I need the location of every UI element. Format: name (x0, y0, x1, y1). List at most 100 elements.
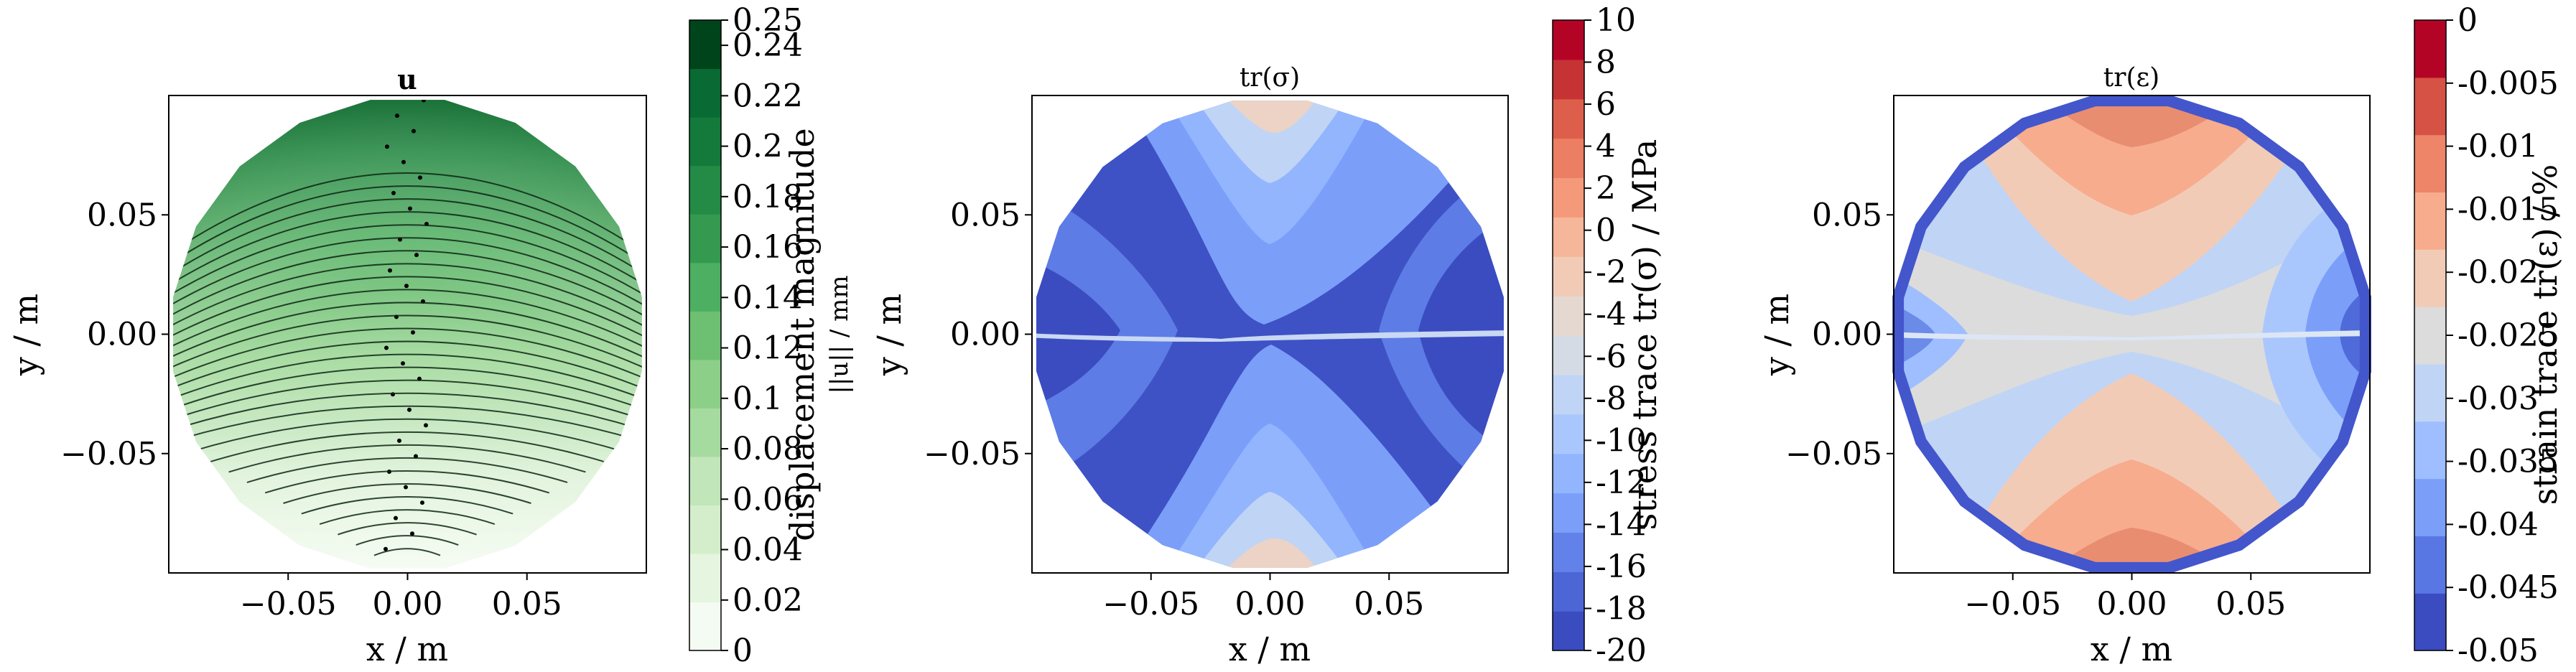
streamline-10 (192, 418, 623, 452)
y-tick-label-0: 0.05 (950, 197, 1020, 233)
streamline-29 (173, 172, 642, 254)
stress-field (1036, 101, 1504, 568)
colorbar-tick-label-0: -20 (1596, 633, 1647, 669)
y-tick-label-1: 0.00 (87, 317, 157, 353)
y-tick-label-0: 0.05 (87, 197, 157, 233)
colorbar-band-15 (1553, 20, 1584, 60)
y-tick-label-2: −0.05 (1785, 436, 1882, 472)
colorbar-band-5 (689, 359, 721, 409)
streamline-arrow-27 (411, 129, 416, 134)
colorbar-band-7 (1553, 335, 1584, 375)
colorbar-tick-label-4: -12 (1596, 465, 1647, 501)
streamline-arrow-7 (397, 438, 401, 443)
colorbar-band-6 (2414, 249, 2446, 307)
colorbar-band-5 (1553, 414, 1584, 454)
colorbar-tick-label-2: 0.04 (733, 532, 803, 569)
colorbar-band-10 (2414, 20, 2446, 78)
colorbar-tick-label-12: 4 (1596, 129, 1616, 165)
streamline-arrow-0 (383, 546, 388, 551)
colorbar-band-10 (1553, 217, 1584, 257)
colorbar-tick-label-1: -18 (1596, 590, 1647, 627)
streamline-15 (173, 353, 642, 400)
streamline-arrow-12 (401, 361, 405, 366)
streamline-arrow-6 (414, 454, 418, 459)
xlabel-u: x / m (366, 630, 448, 668)
colorbar-label-u-line2: ||u|| / mm (825, 275, 854, 393)
colorbar-label-stress: stress trace tr(σ) / MPa (1625, 139, 1664, 531)
streamline-17 (173, 327, 642, 379)
x-tick-label-2: 0.05 (2215, 586, 2286, 622)
streamline-12 (173, 392, 642, 431)
streamline-14 (173, 366, 642, 411)
streamline-22 (173, 263, 642, 327)
streamline-5 (283, 483, 531, 504)
colorbar-band-1 (2414, 536, 2446, 594)
streamline-arrow-9 (407, 407, 411, 412)
panel-displacement: u −0.05 0.00 0.05 0.05 0.00 −0.05 x / m y / m… (6, 2, 854, 669)
colorbar-tick-label-6: 0.12 (733, 330, 803, 367)
y-tick-label-1: 0.00 (950, 317, 1020, 353)
colorbar-band-10 (689, 117, 721, 167)
ylabel-stress: y / m (870, 294, 908, 376)
y-tick-label-0: 0.05 (1812, 197, 1882, 233)
streamline-18 (173, 314, 642, 369)
colorbar-band-3 (689, 456, 721, 505)
colorbar-band-14 (1553, 59, 1584, 100)
streamline-28 (173, 185, 642, 264)
streamline-arrow-14 (411, 330, 415, 335)
xlabel-stress: x / m (1229, 630, 1311, 668)
colorbar-tick-label-6: -8 (1596, 381, 1627, 417)
x-tick-label-1: 0.00 (373, 586, 443, 622)
panel-stress: tr(σ) −0.05 0.00 0.050.050.00−0.05 x / (870, 2, 1664, 669)
streamline-21 (173, 276, 642, 337)
streamline-20 (173, 289, 642, 348)
colorbar-tick-label-5: 0.1 (733, 381, 783, 417)
colorbar-tick-label-9: 0.18 (733, 179, 803, 215)
streamline-9 (210, 431, 604, 462)
streamline-1 (355, 535, 459, 546)
colorbar-band-12 (689, 20, 721, 70)
colorbar-tick-label-13: 0.25 (733, 2, 803, 39)
axes-u: −0.05 0.00 0.05 0.05 0.00 −0.05 (60, 197, 562, 622)
colorbar-tick-label-1: -0.045 (2458, 569, 2559, 606)
colorbar-band-7 (2414, 192, 2446, 250)
colorbar-band-9 (689, 165, 721, 215)
streamline-13 (173, 379, 642, 421)
streamline-24 (173, 237, 642, 306)
colorbar-tick-label-0: -0.05 (2458, 633, 2539, 669)
y-tick-label-1: 0.00 (1812, 317, 1882, 353)
x-tick-label-0: −0.05 (1102, 586, 1199, 622)
colorbar-band-13 (1553, 98, 1584, 139)
x-tick-label-0: −0.05 (240, 586, 337, 622)
colorbar-frame (1552, 19, 1585, 651)
streamline-26 (173, 211, 642, 285)
colorbar-tick-label-3: -0.035 (2458, 444, 2559, 480)
ylabel-u: y / m (6, 294, 45, 376)
ylabel-strain: y / m (1757, 294, 1796, 376)
colorbar-tick-label-7: -6 (1596, 338, 1627, 375)
streamline-19 (173, 302, 642, 358)
colorbar-band-12 (1553, 138, 1584, 179)
streamline-arrow-19 (414, 253, 419, 258)
streamline-4 (301, 496, 513, 515)
streamline-arrow-24 (418, 175, 422, 180)
streamline-arrow-29 (422, 100, 426, 103)
colorbar-tick-label-13: 6 (1596, 86, 1616, 123)
colorbar-band-4 (2414, 363, 2446, 422)
displacement-field (173, 100, 642, 569)
streamline-arrow-17 (404, 284, 409, 289)
colorbar-frame (689, 19, 722, 651)
streamline-arrow-13 (384, 345, 389, 350)
colorbar-tick-label-7: 0.14 (733, 279, 803, 316)
panel-strain: tr(ε) −0.05 0.00 0.05 0.05 0.00 −0.05 (1757, 2, 2565, 669)
x-tick-label-1: 0.00 (1235, 586, 1306, 622)
colorbar-tick-label-8: -4 (1596, 297, 1627, 333)
colorbar-band-0 (689, 602, 721, 651)
plot-title-strain: tr(ε) (2103, 63, 2159, 93)
colorbar-tick-label-10: 0 (2458, 2, 2478, 39)
streamline-25 (173, 224, 642, 296)
colorbar-tick-label-5: -10 (1596, 422, 1647, 459)
streamline-arrow-22 (408, 206, 412, 211)
plot-title-u: u (397, 63, 417, 95)
streamline-2 (338, 522, 477, 536)
